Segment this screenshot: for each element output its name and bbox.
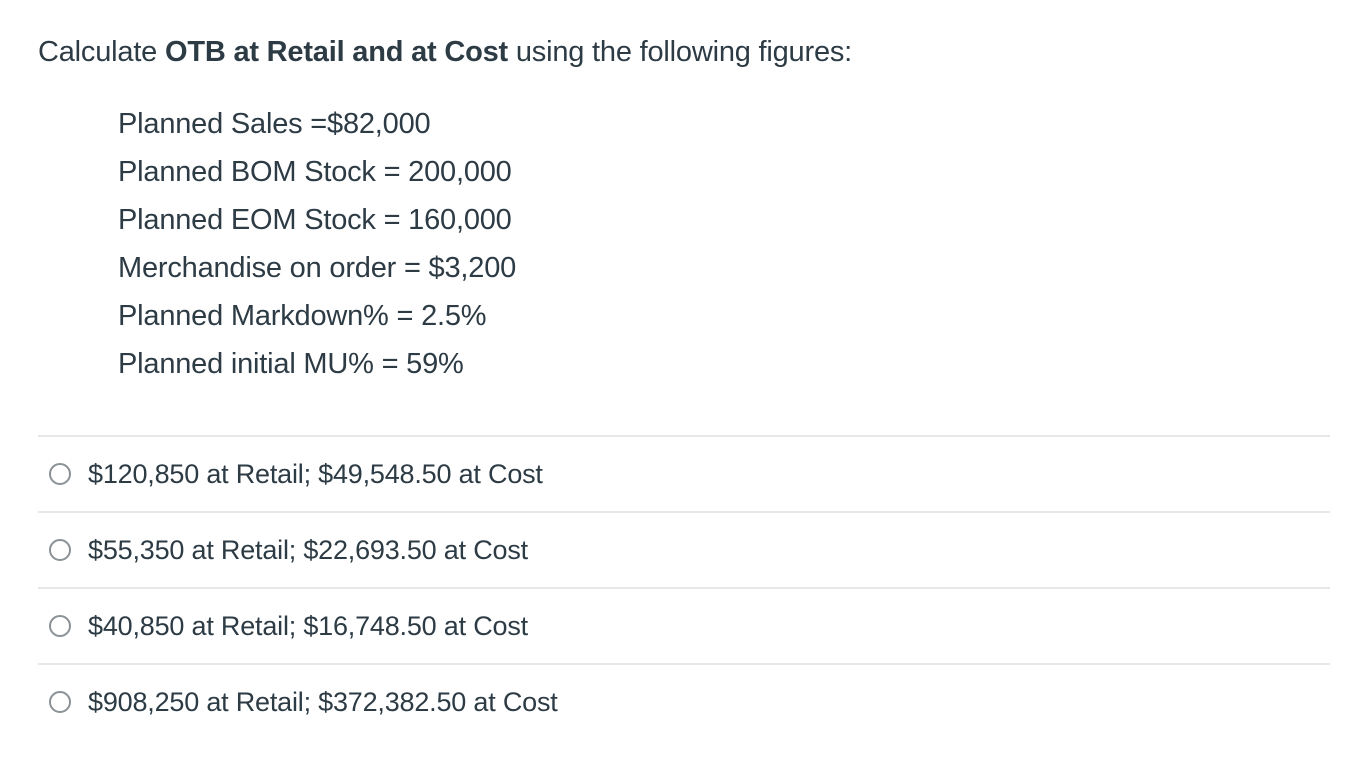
- figure-item: Planned Sales =$82,000: [118, 108, 431, 140]
- answer-option[interactable]: $55,350 at Retail; $22,693.50 at Cost: [38, 513, 1330, 589]
- answer-label[interactable]: $120,850 at Retail; $49,548.50 at Cost: [88, 458, 543, 489]
- figure-item: Planned initial MU% = 59%: [118, 348, 464, 380]
- answer-option[interactable]: $120,850 at Retail; $49,548.50 at Cost: [38, 437, 1330, 513]
- radio-button[interactable]: [49, 463, 71, 485]
- answer-option[interactable]: $40,850 at Retail; $16,748.50 at Cost: [38, 589, 1330, 665]
- answer-label[interactable]: $55,350 at Retail; $22,693.50 at Cost: [88, 534, 528, 565]
- answer-label[interactable]: $908,250 at Retail; $372,382.50 at Cost: [88, 686, 558, 717]
- figures-list: Planned Sales =$82,000 Planned BOM Stock…: [118, 100, 516, 388]
- figure-item: Planned Markdown% = 2.5%: [118, 300, 487, 332]
- radio-button[interactable]: [49, 615, 71, 637]
- radio-button[interactable]: [49, 691, 71, 713]
- question-prompt: Calculate OTB at Retail and at Cost usin…: [38, 30, 852, 74]
- prompt-text-bold: OTB at Retail and at Cost: [164, 36, 509, 68]
- answer-option[interactable]: $908,250 at Retail; $372,382.50 at Cost: [38, 665, 1330, 739]
- prompt-text-start: Calculate: [38, 36, 165, 68]
- radio-button[interactable]: [49, 539, 71, 561]
- figure-item: Merchandise on order = $3,200: [118, 252, 517, 284]
- prompt-text-end: using the following figures:: [508, 36, 853, 68]
- answer-list: $120,850 at Retail; $49,548.50 at Cost $…: [38, 435, 1330, 739]
- figure-item: Planned EOM Stock = 160,000: [118, 204, 512, 236]
- answer-label[interactable]: $40,850 at Retail; $16,748.50 at Cost: [88, 610, 528, 641]
- figure-item: Planned BOM Stock = 200,000: [118, 156, 512, 188]
